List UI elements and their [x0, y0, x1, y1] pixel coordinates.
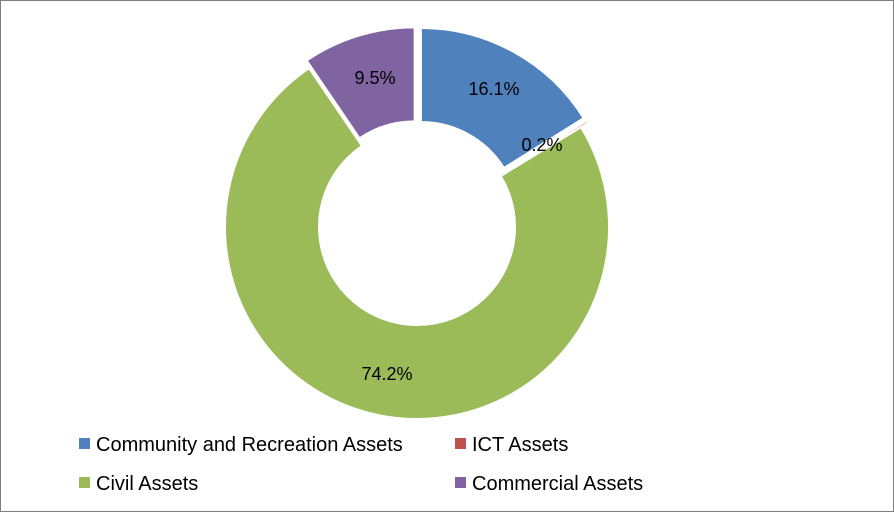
legend-label-community: Community and Recreation Assets	[96, 434, 403, 456]
legend-label-civil: Civil Assets	[96, 473, 198, 495]
legend-swatch-community	[79, 438, 90, 449]
legend-label-commercial: Commercial Assets	[472, 473, 643, 495]
legend: Community and Recreation Assets ICT Asse…	[79, 434, 643, 495]
slice-labels-layer: 16.1% 0.2% 74.2% 9.5%	[354, 68, 562, 384]
slice-community[interactable]	[419, 27, 586, 170]
legend-swatch-civil	[79, 477, 90, 488]
slices-layer	[224, 26, 610, 420]
legend-swatch-ict	[455, 438, 466, 449]
legend-entry-community[interactable]: Community and Recreation Assets	[79, 434, 403, 456]
legend-entry-civil[interactable]: Civil Assets	[79, 473, 198, 495]
slice-civil[interactable]	[224, 66, 610, 420]
slice-label-ict: 0.2%	[521, 135, 562, 155]
slice-label-commercial: 9.5%	[354, 68, 395, 88]
legend-entry-ict[interactable]: ICT Assets	[455, 434, 568, 456]
slice-commercial[interactable]	[305, 26, 416, 140]
slice-label-community: 16.1%	[468, 79, 519, 99]
legend-label-ict: ICT Assets	[472, 434, 568, 456]
slice-label-civil: 74.2%	[361, 364, 412, 384]
legend-swatch-commercial	[455, 477, 466, 488]
legend-entry-commercial[interactable]: Commercial Assets	[455, 473, 643, 495]
